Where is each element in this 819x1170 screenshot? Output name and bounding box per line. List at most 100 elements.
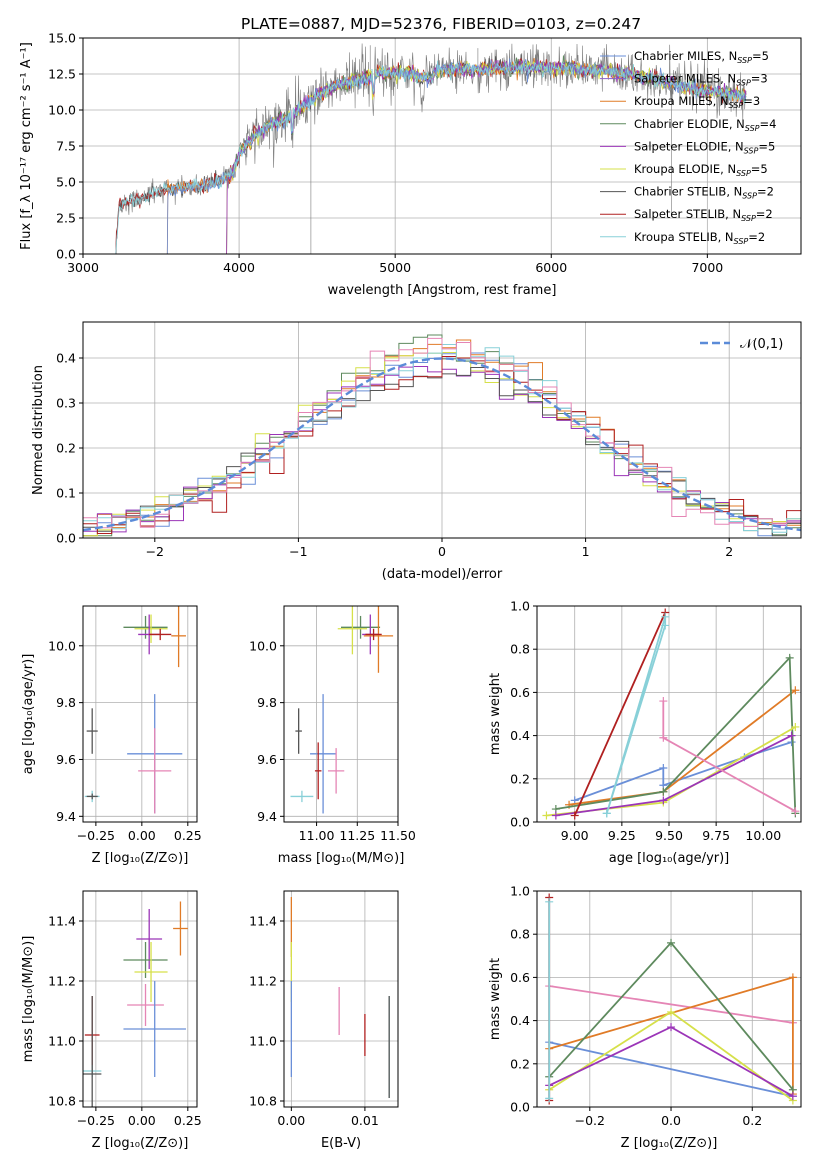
series-line [605,616,667,814]
x-tick-label: 0.25 [174,828,202,843]
x-tick-label: 9.00 [561,828,589,843]
y-tick-label: 11.4 [48,914,76,929]
series-point [661,612,670,621]
x-tick-label: 0.01 [351,1113,379,1128]
plot-area [542,608,800,820]
y-tick-label: 9.4 [257,809,277,824]
y-tick-label: 9.6 [56,752,76,767]
y-tick-label: 0.0 [510,815,530,830]
y-tick-label: 0.8 [510,642,530,657]
plot-area [290,606,394,814]
normal-curve [83,357,801,532]
x-tick-label: 0.00 [128,828,156,843]
y-tick-label: 11.2 [249,974,277,989]
plots-group: 3000 4000 5000 6000 70000.02.55.07.510.012.5… [19,31,802,1151]
legend-entry: Salpeter STELIB, NSSP=2 [634,207,773,223]
series-point [659,764,668,772]
series-point [570,811,579,820]
gridlines [537,605,801,823]
legend-entry: Chabrier STELIB, NSSP=2 [634,185,774,201]
x-tick-label: 0.0 [661,1113,681,1128]
x-tick-label: −2 [146,544,164,559]
x-tick-label: 0.00 [277,1113,305,1128]
x-tick-label: −0.2 [575,1113,605,1128]
y-axis-label: mass [log₁₀(M/M⊙)] [21,936,36,1063]
y-tick-label: 10.0 [48,103,76,118]
y-tick-label: 1.0 [510,599,530,614]
x-tick-label: 10.00 [745,828,781,843]
gridlines [83,891,197,1107]
y-tick-label: 0.4 [510,1013,530,1028]
legend-entry: Kroupa MILES, NSSP=3 [634,94,760,110]
x-tick-label: 11.25 [339,828,375,843]
x-tick-label: 4000 [223,260,255,275]
x-axis-label: mass [log₁₀(M/M⊙)] [278,851,405,866]
y-tick-label: 11.0 [48,1034,76,1049]
y-tick-label: 0.0 [56,247,76,262]
y-tick-label: 0.4 [510,728,530,743]
series-point [659,697,668,706]
series-point [788,973,797,982]
panel-age_vs_mass: 11.00 11.25 11.50 9.4 9.6 9.8 10.0 mass [log₁₀(… [249,605,416,866]
y-tick-label: 9.6 [257,752,277,767]
panel-spectrum: 3000 4000 5000 6000 7000 0.0 2.5 5.0 7.5 10.0 12.5… [19,31,802,298]
gridlines [83,606,197,822]
series-point [659,733,668,742]
x-tick-label: 6000 [535,260,567,275]
x-tick-label: 0 [438,544,446,559]
y-tick-label: 9.8 [56,695,76,710]
model-kroupa_stelib [115,60,747,254]
series-point [785,653,794,662]
axes-frame [283,605,399,823]
y-axis-label: age [log₁₀(age/yr)] [21,654,36,775]
x-tick-label: 9.25 [608,828,636,843]
series-point [659,787,668,796]
axes-frame [82,890,198,1108]
y-tick-label: 10.0 [48,638,76,653]
x-tick-label: 3000 [67,260,99,275]
panel-residuals: −2 −1 0 1 2 0.0 0.1 0.2 0.3 0.4 (data-model)/error… [31,321,802,582]
plot-area [290,897,390,1098]
histogram-salpeter_stelib [83,356,801,534]
y-tick-label: 0.6 [510,685,530,700]
x-tick-label: −0.25 [77,828,115,843]
y-tick-label: 0.8 [510,927,530,942]
plot-area [115,43,747,254]
series-point [545,897,554,906]
gridlines [284,891,398,1107]
x-axis-label: Z [log₁₀(Z/Z⊙)] [621,1136,718,1151]
panel-age_vs_z: −0.25 0.00 0.25 9.4 9.6 9.8 10.0 Z [log₁₀(Z/Z⊙)… [21,605,202,866]
x-tick-label: 1 [582,544,590,559]
plot-area [545,893,797,1105]
series-point [602,809,611,818]
y-tick-label: 1.0 [510,884,530,899]
series-line [662,701,796,812]
x-tick-label: 5000 [379,260,411,275]
panel-weight_vs_age: 9.00 9.25 9.50 9.75 10.00 0.0 0.2 0.4 0.6 0.8 1.0 a… [488,599,802,866]
legend: Chabrier MILES, NSSP=5 Salpeter MILES, NS… [600,49,776,246]
plot-area [83,334,801,537]
data-spectrum [115,43,747,254]
y-tick-label: 12.5 [48,67,76,82]
y-tick-label: 0.2 [510,771,530,786]
x-axis-label: (data-model)/error [382,567,503,582]
y-tick-label: 2.5 [56,211,76,226]
y-tick-label: 10.8 [249,1094,277,1109]
y-tick-label: 0.3 [56,396,76,411]
y-axis-label: Normed distribution [31,365,46,495]
panel-mass_vs_z: −0.25 0.00 0.25 10.8 11.0 11.2 11.4 Z [log₁₀(Z/… [21,890,202,1151]
x-axis-label: E(B-V) [321,1136,361,1151]
figure-title: PLATE=0887, MJD=52376, FIBERID=0103, z=0… [241,15,641,33]
gridlines [537,890,801,1108]
y-tick-label: 10.0 [249,638,277,653]
x-tick-label: 0.00 [128,1113,156,1128]
x-tick-label: 0.25 [174,1113,202,1128]
legend-entry: Kroupa ELODIE, NSSP=5 [634,162,768,178]
series-point [551,811,560,820]
series-point [788,1092,797,1101]
series-point [545,1094,554,1103]
series-point [787,731,796,740]
plot-area [84,606,186,814]
y-axis-label: mass weight [488,958,503,1040]
